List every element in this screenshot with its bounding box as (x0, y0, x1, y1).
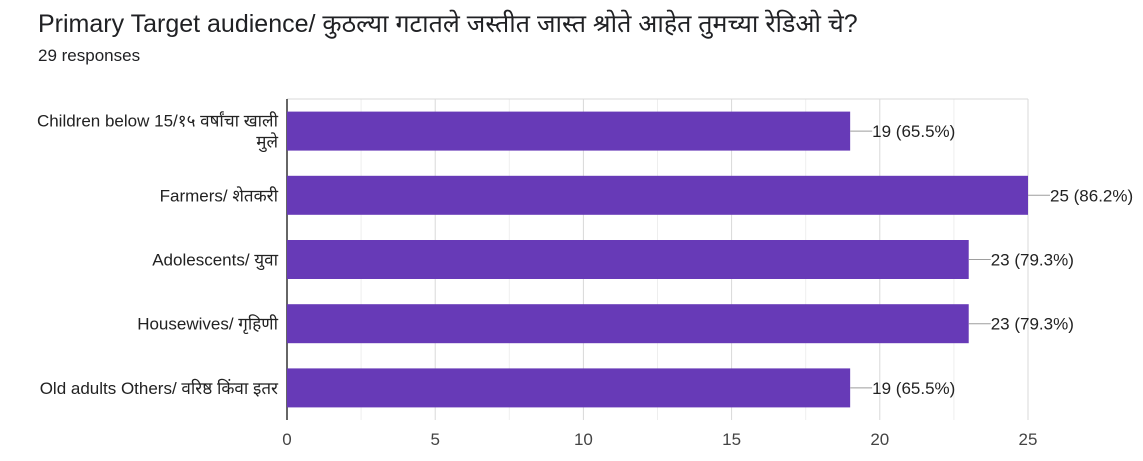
value-label: 23 (79.3%) (991, 315, 1074, 334)
category-labels: Children below 15/१५ वर्षांचा खालीमुले Fa… (37, 111, 279, 398)
bar (287, 175, 1028, 215)
x-tick-label: 25 (1019, 430, 1038, 449)
category-label: Farmers/ शेतकरी (160, 185, 279, 205)
value-labels: 19 (65.5%) 25 (86.2%) 23 (79.3%) 23 (79.3%)… (850, 122, 1133, 398)
bars (287, 111, 1028, 408)
category-label: Old adults Others/ वरिष्ठ किंवा इतर (40, 378, 279, 398)
value-label: 19 (65.5%) (872, 122, 955, 141)
value-label: 23 (79.3%) (991, 251, 1074, 270)
bar (287, 240, 969, 279)
bar (287, 111, 851, 151)
x-tick-label: 15 (722, 430, 741, 449)
bar (287, 304, 969, 344)
category-label: Housewives/ गृहिणी (137, 314, 278, 335)
x-tick-label: 0 (282, 430, 291, 449)
response-count: 29 responses (38, 46, 141, 65)
x-axis-ticks: 0 5 10 15 20 25 (282, 430, 1037, 449)
category-label: मुले (256, 132, 278, 153)
value-label: 25 (86.2%) (1050, 186, 1133, 205)
x-tick-label: 20 (870, 430, 889, 449)
chart-title: Primary Target audience/ कुठल्या गटातले … (38, 10, 858, 38)
category-label: Adolescents/ युवा (152, 251, 278, 271)
x-tick-label: 10 (574, 430, 593, 449)
x-tick-label: 5 (430, 430, 439, 449)
value-label: 19 (65.5%) (872, 379, 955, 398)
bar (287, 368, 851, 408)
category-label: Children below 15/१५ वर्षांचा खाली (37, 111, 279, 131)
